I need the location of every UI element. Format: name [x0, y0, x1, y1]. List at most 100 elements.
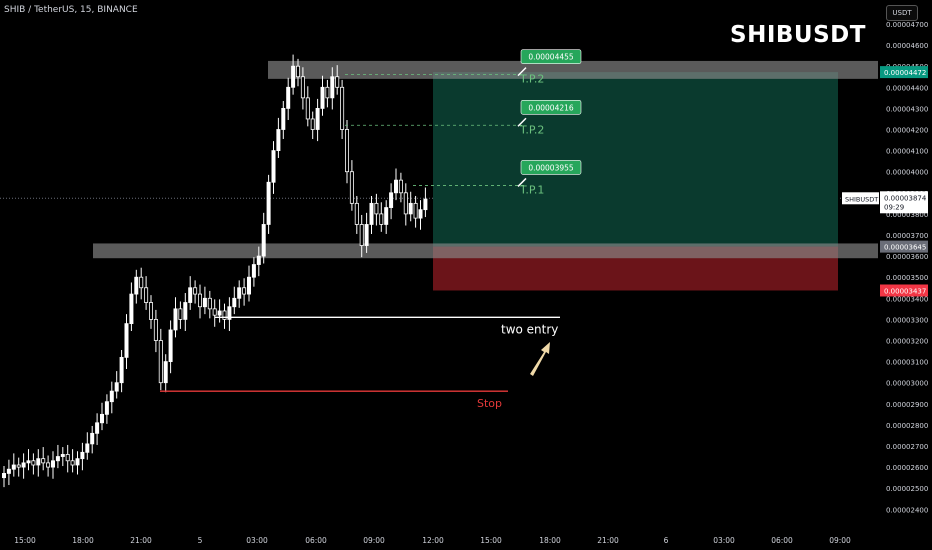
- candle-body: [423, 198, 428, 211]
- candle-body: [134, 276, 139, 295]
- candle-body: [168, 329, 173, 363]
- candle-body: [207, 297, 212, 310]
- tp-price-badge: [520, 99, 582, 115]
- candle-body: [330, 76, 335, 99]
- candle-body: [359, 224, 364, 246]
- entry-price-label: 0.00003645: [884, 244, 926, 252]
- candle-body: [251, 264, 256, 278]
- candle-body: [222, 310, 227, 320]
- candle-body: [305, 97, 310, 120]
- target-price-label: 0.00004472: [884, 69, 926, 77]
- candle-body: [60, 454, 65, 457]
- currency-button[interactable]: USDT: [886, 5, 918, 21]
- candle-body: [281, 108, 286, 130]
- stop-text: Stop: [477, 397, 502, 410]
- candle-body: [315, 108, 320, 130]
- y-tick-label: 0.00003600: [886, 253, 928, 261]
- y-tick-label: 0.00004600: [886, 42, 928, 50]
- y-tick-label: 0.00003400: [886, 295, 928, 303]
- candle-body: [202, 297, 207, 308]
- candle-body: [217, 310, 222, 316]
- candle-body: [124, 323, 129, 358]
- y-tick-label: 0.00002700: [886, 443, 928, 451]
- x-tick-label: 21:00: [597, 536, 619, 545]
- candle-body: [403, 192, 408, 215]
- symbol-info: SHIB / TetherUS, 15, BINANCE: [4, 5, 138, 15]
- candle-body: [188, 287, 193, 303]
- candle-body: [335, 76, 340, 88]
- x-tick-label: 18:00: [72, 536, 94, 545]
- y-tick-label: 0.00004000: [886, 169, 928, 177]
- x-tick-label: 09:00: [829, 536, 851, 545]
- candle-body: [114, 382, 119, 392]
- x-tick-label: 5: [198, 536, 203, 545]
- candle-body: [90, 432, 95, 445]
- x-tick-label: 03:00: [246, 536, 268, 545]
- x-tick-label: 06:00: [771, 536, 793, 545]
- candle-body: [212, 308, 217, 316]
- x-tick-label: 15:00: [480, 536, 502, 545]
- y-tick-label: 0.00002400: [886, 506, 928, 514]
- tp-pointer: [517, 67, 527, 77]
- x-tick-label: 15:00: [14, 536, 36, 545]
- current-symbol-label: SHIBUSDT: [845, 195, 878, 203]
- candle-body: [95, 422, 100, 434]
- tp-label: T.P.2: [519, 123, 544, 136]
- y-tick-label: 0.00003300: [886, 316, 928, 324]
- candle-body: [369, 202, 374, 225]
- candle-body: [261, 224, 266, 257]
- candle-body: [178, 308, 183, 320]
- candle-body: [75, 458, 80, 466]
- candle-body: [21, 462, 26, 468]
- candle-body: [384, 207, 389, 225]
- candle-body: [340, 86, 345, 130]
- y-tick-label: 0.00003700: [886, 232, 928, 240]
- x-tick-label: 09:00: [363, 536, 385, 545]
- candle-body: [129, 293, 134, 325]
- tp-price-badge: [520, 160, 582, 175]
- candle-body: [183, 302, 188, 320]
- y-tick-label: 0.00004200: [886, 127, 928, 135]
- tp-label: T.P.2: [519, 73, 544, 86]
- y-tick-label: 0.00004300: [886, 105, 928, 113]
- candle-body: [109, 390, 114, 403]
- candle-body: [139, 276, 144, 289]
- candle-body: [104, 401, 109, 415]
- y-tick-label: 0.00002500: [886, 485, 928, 493]
- candle-body: [418, 209, 423, 219]
- candle-body: [246, 276, 251, 295]
- y-tick-label: 0.00002800: [886, 422, 928, 430]
- candle-body: [344, 129, 349, 173]
- y-tick-label: 0.00004700: [886, 21, 928, 29]
- candle-body: [80, 451, 85, 460]
- y-tick-label: 0.00004100: [886, 148, 928, 156]
- candle-body: [291, 65, 296, 88]
- y-tick-label: 0.00003500: [886, 274, 928, 282]
- candle-body: [153, 318, 158, 341]
- x-tick-label: 18:00: [539, 536, 561, 545]
- candle-body: [2, 473, 7, 479]
- candle-body: [100, 413, 105, 424]
- candle-body: [55, 456, 60, 462]
- two-entry-text: two entry: [501, 322, 558, 336]
- candle-body: [295, 65, 300, 78]
- candle-body: [193, 287, 198, 295]
- tp-price-text: 0.00004216: [528, 103, 574, 112]
- up-arrow-icon: [530, 342, 550, 376]
- candle-body: [16, 464, 21, 468]
- y-tick-label: 0.00004400: [886, 84, 928, 92]
- tp-label: T.P.1: [519, 183, 544, 196]
- candle-body: [232, 297, 237, 308]
- target-zone: [433, 72, 838, 247]
- candle-body: [46, 462, 51, 468]
- candle-body: [237, 287, 242, 299]
- candle-body: [271, 150, 276, 183]
- candle-body: [300, 76, 305, 99]
- candle-body: [51, 460, 56, 468]
- x-tick-label: 12:00: [422, 536, 444, 545]
- candle-body: [266, 181, 271, 225]
- x-tick-label: 6: [664, 536, 669, 545]
- resistance-zone: [268, 60, 878, 79]
- candle-body: [349, 171, 354, 204]
